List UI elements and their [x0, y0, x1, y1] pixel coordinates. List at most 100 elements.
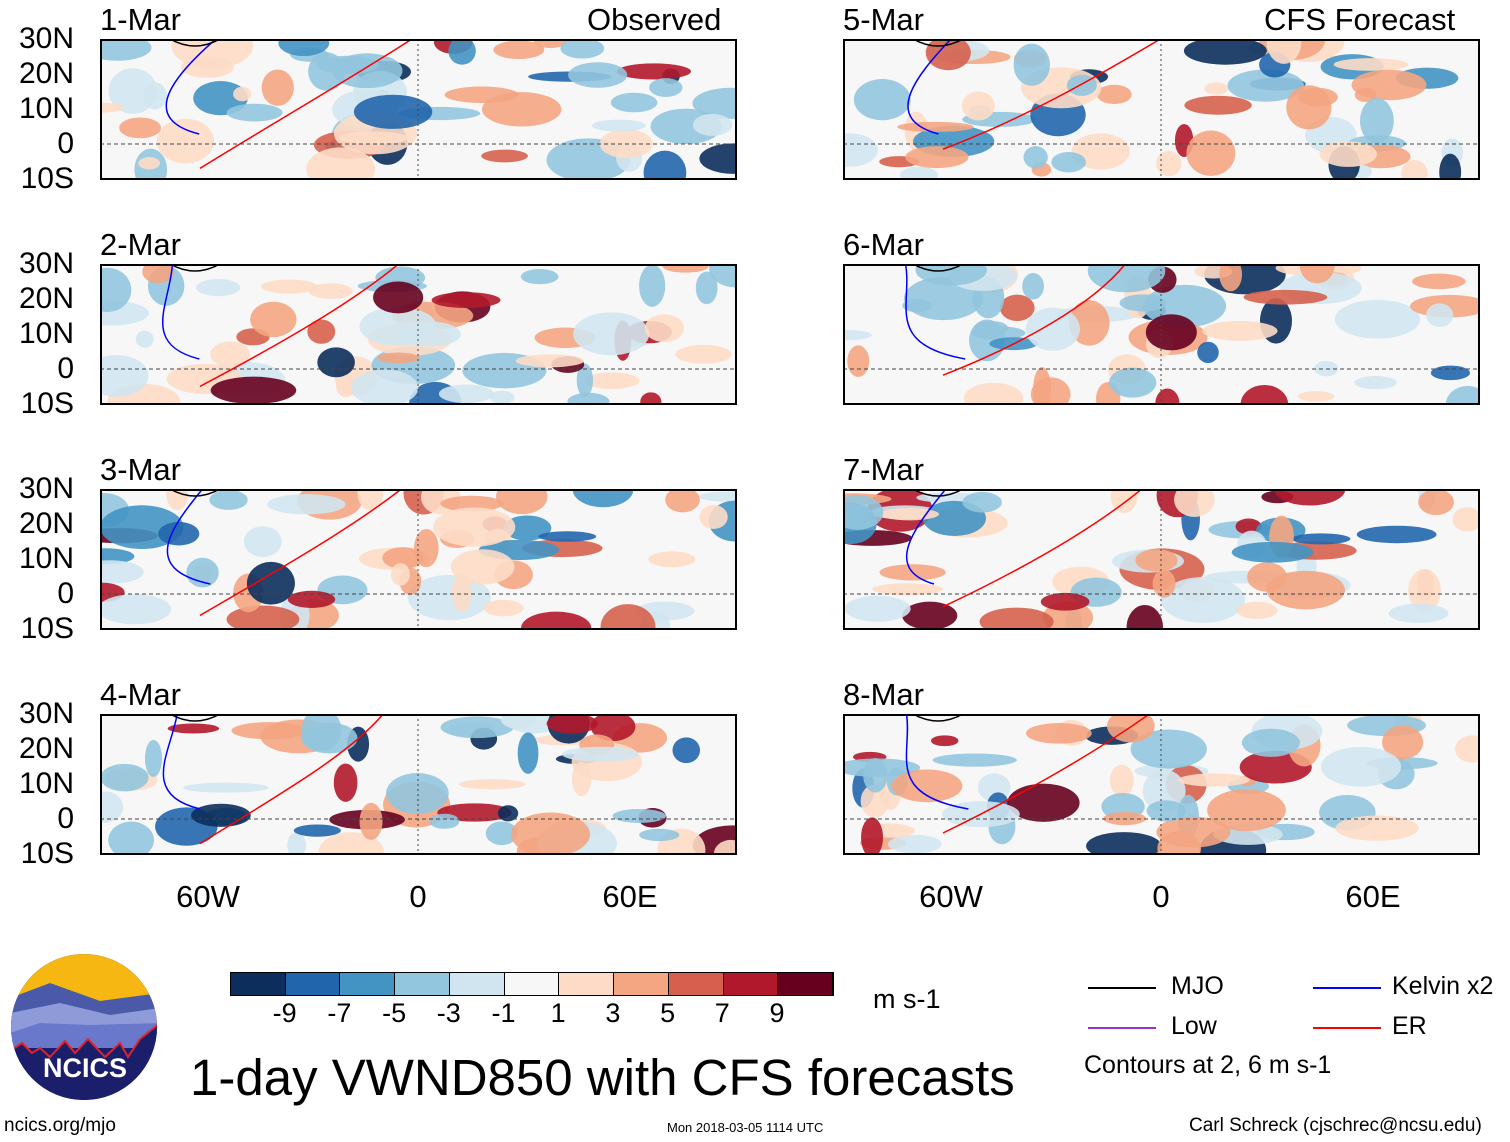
kelvin-contour: [165, 39, 217, 135]
wind-anomaly-blob: [497, 805, 519, 822]
wind-anomaly-blob: [1335, 815, 1419, 841]
panel-date: 4-Mar: [100, 677, 181, 712]
wind-anomaly-blob: [196, 278, 241, 297]
map-panel: [843, 489, 1480, 630]
colorbar-swatch: [723, 973, 779, 995]
wind-anomaly-blob: [1359, 98, 1394, 144]
wind-anomaly-blob: [261, 69, 294, 106]
lon-label: 0: [409, 879, 427, 914]
wind-anomaly-blob: [243, 526, 282, 557]
map-panel: [100, 39, 737, 180]
wind-anomaly-blob: [301, 722, 358, 754]
forecast-header: CFS Forecast: [1264, 2, 1456, 37]
wind-anomaly-blob: [1291, 533, 1351, 545]
wind-anomaly-blob: [932, 753, 1017, 767]
wind-anomaly-blob: [1227, 69, 1304, 102]
wind-anomaly-blob: [1207, 789, 1286, 832]
wind-anomaly-blob: [648, 551, 696, 568]
er-contour: [199, 714, 384, 845]
map-panel: [843, 714, 1480, 855]
lat-label: 0: [57, 577, 74, 610]
wind-anomaly-blob: [400, 321, 461, 347]
wind-anomaly-blob: [489, 390, 515, 405]
wind-anomaly-blob: [503, 515, 552, 541]
wind-anomaly-blob: [186, 557, 219, 588]
wind-anomaly-blob: [350, 369, 419, 405]
wind-anomaly-blob: [1266, 39, 1302, 64]
panel-date: 1-Mar: [100, 2, 181, 37]
wind-anomaly-blob: [500, 714, 535, 729]
wind-anomaly-blob: [1240, 384, 1289, 405]
wind-anomaly-blob: [391, 563, 410, 586]
wind-anomaly-blob: [485, 821, 518, 846]
panel-date: 8-Mar: [843, 677, 924, 712]
lon-label: 60E: [602, 879, 658, 914]
wind-anomaly-blob: [100, 560, 144, 584]
wind-anomaly-blob: [1418, 489, 1454, 516]
wind-anomaly-blob: [210, 341, 251, 368]
wind-anomaly-blob: [156, 118, 214, 164]
panel-frame: [843, 264, 1480, 405]
wind-anomaly-blob: [335, 372, 355, 398]
lat-label: 20N: [18, 282, 74, 315]
wind-anomaly-blob: [1412, 273, 1466, 290]
wind-anomaly-blob: [979, 607, 1054, 630]
wind-anomaly-blob: [1146, 800, 1186, 822]
legend-line-mjo: [1088, 987, 1156, 989]
wind-anomaly-blob: [481, 149, 529, 163]
mjo-contour: [912, 489, 964, 497]
wind-anomaly-blob: [1023, 146, 1048, 169]
wind-anomaly-blob: [1086, 832, 1162, 855]
wind-anomaly-blob: [1096, 84, 1132, 105]
wind-anomaly-blob: [1401, 159, 1428, 180]
wind-anomaly-blob: [1299, 264, 1335, 284]
wind-anomaly-blob: [616, 63, 691, 80]
lat-label: 10N: [18, 92, 74, 125]
lon-label: 60E: [1345, 879, 1401, 914]
wind-anomaly-blob: [560, 39, 605, 59]
logo-text: NCICS: [43, 1053, 127, 1083]
colorbar-swatch: [340, 973, 396, 995]
panel-frame: [100, 489, 737, 630]
wind-anomaly-blob: [1219, 264, 1243, 292]
panel-frame: [100, 39, 737, 180]
wind-anomaly-blob: [1408, 568, 1441, 613]
legend-line-er: [1313, 1027, 1381, 1029]
wind-anomaly-blob: [287, 832, 306, 855]
wind-anomaly-blob: [1455, 735, 1480, 763]
wind-anomaly-blob: [317, 347, 355, 378]
lat-label: 10N: [18, 767, 74, 800]
wind-anomaly-blob: [209, 489, 248, 510]
wind-anomaly-blob: [1013, 43, 1050, 86]
wind-anomaly-blob: [233, 86, 252, 102]
wind-anomaly-blob: [438, 384, 494, 404]
wind-anomaly-blob: [100, 355, 149, 397]
wind-anomaly-blob: [974, 320, 1009, 336]
panel-date: 7-Mar: [843, 452, 924, 487]
lat-label: 0: [57, 802, 74, 835]
wind-anomaly-blob: [1351, 69, 1427, 101]
wind-anomaly-blob: [1231, 541, 1314, 563]
wind-anomaly-blob: [100, 594, 172, 625]
wind-anomaly-blob: [521, 611, 592, 630]
wind-anomaly-blob: [583, 372, 640, 389]
wind-anomaly-blob: [843, 495, 884, 530]
colorbar-swatch: [449, 973, 505, 995]
wind-anomaly-blob: [610, 92, 658, 113]
wind-anomaly-blob: [1130, 729, 1207, 769]
wind-anomaly-blob: [546, 714, 598, 734]
wind-anomaly-blob: [1388, 603, 1449, 623]
footer-url[interactable]: ncics.org/mjo: [4, 1115, 116, 1136]
wind-anomaly-blob: [863, 758, 888, 793]
wind-anomaly-blob: [961, 91, 995, 121]
wind-anomaly-blob: [1333, 58, 1409, 71]
wind-anomaly-blob: [1040, 592, 1090, 611]
wind-anomaly-blob: [100, 39, 152, 61]
colorbar-swatch: [614, 973, 669, 995]
lat-label: 20N: [18, 507, 74, 540]
mjo-contour: [169, 714, 221, 722]
wind-anomaly-blob: [191, 803, 251, 827]
lat-label: 30N: [18, 472, 74, 505]
colorbar: [230, 972, 834, 996]
